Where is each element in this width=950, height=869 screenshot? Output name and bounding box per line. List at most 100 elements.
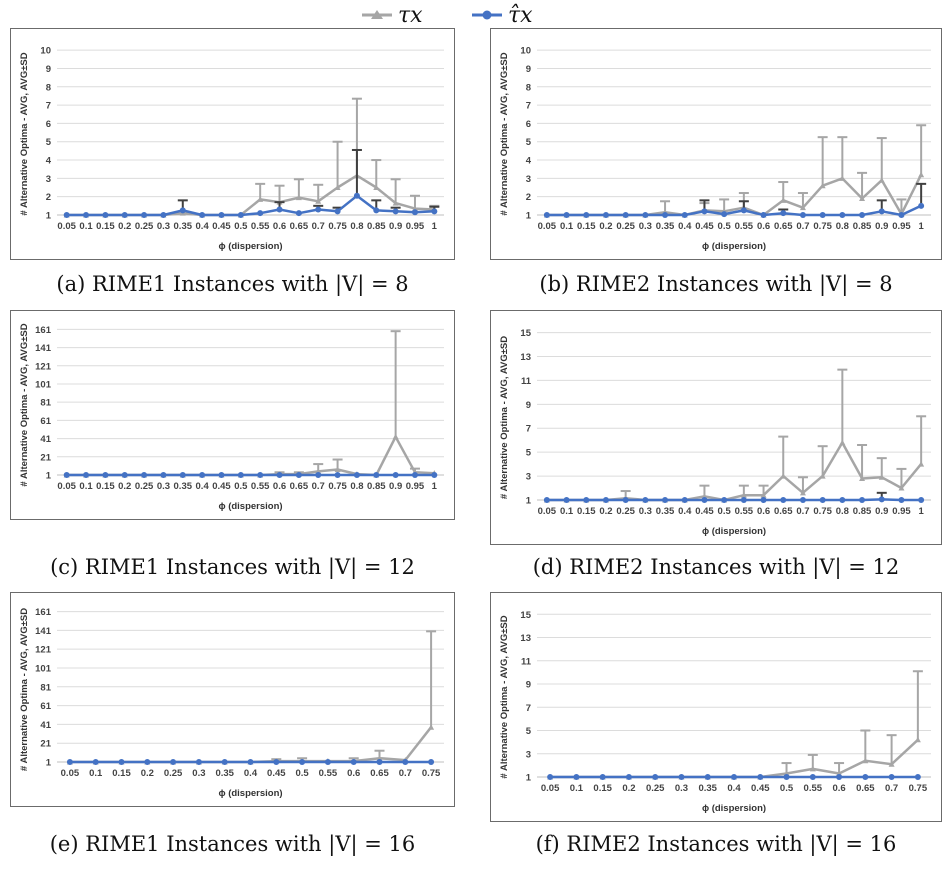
- y-tick-label: 9: [526, 400, 531, 411]
- data-point: [428, 759, 435, 765]
- data-point: [642, 212, 649, 218]
- y-tick-label: 1: [526, 211, 532, 222]
- x-tick-label: 0.85: [367, 221, 386, 232]
- x-tick-label: 0.6: [757, 221, 770, 232]
- series-tau: [66, 630, 437, 765]
- data-point: [392, 472, 399, 478]
- data-point: [160, 212, 167, 218]
- x-tick-label: 0.7: [796, 506, 809, 517]
- data-point: [431, 472, 438, 478]
- y-tick-label: 9: [526, 64, 531, 75]
- x-tick-label: 0.75: [909, 783, 928, 794]
- x-tick-label: 0.1: [570, 783, 584, 794]
- y-tick-label: 1: [46, 758, 52, 769]
- x-tick-label: 0.85: [853, 506, 872, 517]
- data-point: [757, 774, 764, 780]
- x-tick-label: 0.85: [367, 481, 386, 492]
- x-tick-label: 0.4: [244, 768, 258, 779]
- data-point: [740, 492, 747, 498]
- data-point: [859, 497, 866, 503]
- x-tick-label: 0.15: [577, 506, 596, 517]
- data-point: [334, 466, 341, 473]
- data-point: [809, 774, 816, 780]
- data-point: [66, 759, 73, 765]
- series-tau: [543, 124, 927, 218]
- data-point: [721, 497, 728, 503]
- data-point: [63, 212, 70, 218]
- x-tick-label: 0.8: [350, 481, 363, 492]
- y-tick-label: 61: [40, 701, 51, 712]
- x-tick-label: 0.3: [192, 768, 205, 779]
- series-line-tauhat: [546, 498, 922, 502]
- x-tick-label: 0.35: [215, 768, 234, 779]
- series-tauhat: [547, 774, 921, 780]
- y-tick-label: 13: [520, 633, 531, 644]
- chart-panel-d: 1 3 5 7 9 11 13 15 0.05 0.1 0.15 0.2 0.25 0.3 0.35 0.4 0…: [490, 310, 942, 545]
- series-tau: [63, 330, 438, 478]
- x-tick-label: 0.55: [251, 221, 270, 232]
- series-line-tauhat: [546, 204, 922, 217]
- data-point: [334, 208, 341, 215]
- data-point: [731, 774, 737, 780]
- data-point: [428, 724, 435, 730]
- series-line-tau: [546, 174, 923, 217]
- data-point: [839, 212, 846, 218]
- data-point: [878, 208, 885, 215]
- data-point: [350, 759, 357, 765]
- series-line-tau: [66, 174, 435, 217]
- data-point: [221, 759, 228, 765]
- x-tick-label: 0.45: [751, 783, 770, 794]
- data-point: [819, 182, 826, 189]
- data-point: [819, 497, 826, 503]
- legend-item-tauhat: τ̂x: [472, 3, 533, 28]
- x-tick-label: 0.7: [885, 783, 898, 794]
- x-tick-label: 0.75: [328, 221, 347, 232]
- y-tick-label: 4: [526, 156, 532, 167]
- x-axis-label: ϕ (dispersion): [218, 788, 282, 799]
- data-point: [257, 196, 264, 202]
- x-tick-label: 0.4: [678, 221, 692, 232]
- chart-panel-f: 1 3 5 7 9 11 13 15 0.05 0.1 0.15 0.2 0.25 0.3 0.35 0.4 0…: [490, 592, 942, 822]
- data-point: [599, 774, 606, 780]
- data-point: [118, 759, 125, 765]
- y-tick-label: 21: [40, 452, 51, 463]
- data-point: [276, 206, 283, 213]
- y-tick-label: 7: [46, 101, 51, 112]
- y-tick-label: 141: [35, 626, 52, 637]
- x-tick-label: 0.05: [541, 783, 560, 794]
- x-tick-label: 0.25: [646, 783, 665, 794]
- y-tick-label: 6: [526, 119, 531, 130]
- data-point: [602, 212, 609, 218]
- x-axis-label: ϕ (dispersion): [702, 526, 766, 537]
- x-tick-label: 0.65: [290, 221, 309, 232]
- data-point: [170, 759, 177, 765]
- data-point: [740, 497, 747, 503]
- data-point: [218, 212, 225, 218]
- y-tick-label: 3: [46, 174, 51, 185]
- data-point: [257, 210, 264, 217]
- y-tick-label: 1: [526, 773, 532, 784]
- y-tick-label: 121: [35, 645, 52, 656]
- data-point: [199, 212, 206, 218]
- data-point: [888, 761, 895, 767]
- data-point: [839, 497, 846, 503]
- x-tick-label: 0.9: [389, 481, 402, 492]
- data-point: [102, 472, 109, 478]
- x-tick-label: 0.6: [757, 506, 770, 517]
- data-point: [543, 212, 550, 218]
- x-tick-label: 0.75: [813, 506, 832, 517]
- data-point: [141, 472, 148, 478]
- data-point: [918, 497, 925, 503]
- data-point: [681, 497, 688, 503]
- x-tick-label: 0.35: [656, 506, 675, 517]
- data-point: [315, 198, 322, 204]
- x-tick-label: 0.05: [57, 221, 76, 232]
- x-axis-label: ϕ (dispersion): [218, 241, 282, 252]
- data-point: [299, 759, 306, 765]
- x-tick-label: 0.7: [312, 221, 325, 232]
- data-point: [701, 208, 708, 215]
- data-point: [799, 497, 806, 503]
- data-point: [780, 473, 787, 479]
